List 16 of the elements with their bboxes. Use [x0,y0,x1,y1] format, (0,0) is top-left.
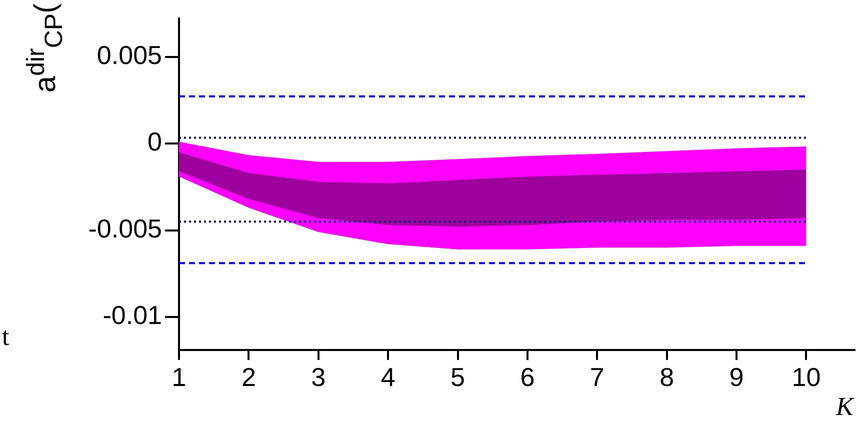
x-tick-label: 6 [520,362,535,392]
x-tick-label: 9 [729,362,744,392]
x-tick-label: 10 [792,362,821,392]
y-tick-label: -0.01 [102,300,162,330]
y-tick-label: -0.005 [88,213,162,244]
text: t [2,322,10,352]
x-tick-label: 2 [241,362,256,392]
x-tick-label: 1 [172,362,186,392]
x-tick-label: 5 [450,362,465,392]
y-tick-label: 0.005 [96,40,162,70]
x-tick-label: 8 [660,362,674,392]
x-tick-label: 3 [311,362,326,392]
y-tick-label: 0 [148,126,162,157]
x-axis-title: K [836,392,854,422]
x-tick-label: 7 [590,362,604,392]
x-tick-label: 4 [380,362,396,392]
